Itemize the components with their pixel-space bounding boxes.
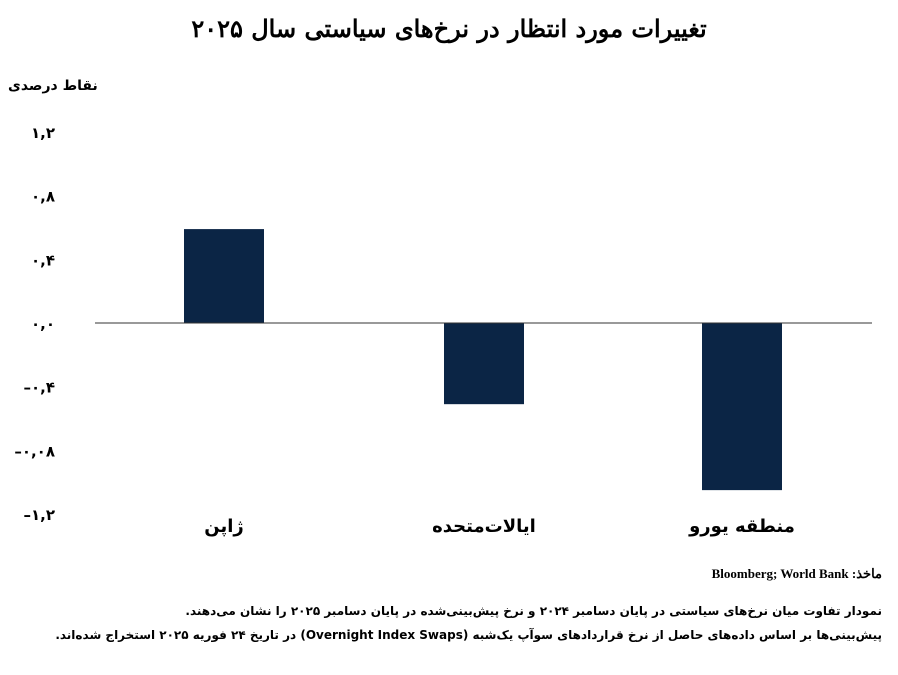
y-tick-label: ۱,۲ bbox=[31, 124, 55, 142]
y-tick-label: ۰,۴ bbox=[31, 251, 55, 269]
y-tick-label: –۱,۲ bbox=[23, 506, 55, 524]
bar bbox=[444, 323, 524, 405]
y-tick-label: –۰,۰۸ bbox=[14, 442, 55, 460]
category-label: ژاپن bbox=[204, 516, 244, 537]
source-note: ماخذ: Bloomberg; World Bank bbox=[711, 566, 882, 581]
footnote-2: پیش‌بینی‌ها بر اساس داده‌های حاصل از نرخ… bbox=[55, 628, 882, 642]
category-label: منطقه یورو bbox=[688, 516, 795, 537]
y-axis-label: نقاط درصدی bbox=[8, 78, 98, 94]
chart-title: تغییرات مورد انتظار در نرخ‌های سیاستی سا… bbox=[191, 14, 707, 43]
bar-chart: ۱,۲ ۰,۸ ۰,۴ ۰,۰ –۰,۴ –۰,۰۸ –۱,۲ ژاپن ایالات‌متحد… bbox=[14, 124, 872, 537]
bar bbox=[184, 229, 264, 323]
y-tick-label: ۰,۸ bbox=[31, 188, 55, 206]
y-tick-label: –۰,۴ bbox=[23, 379, 55, 397]
y-tick-label: ۰,۰ bbox=[31, 315, 55, 333]
footnote-1: نمودار تفاوت میان نرخ‌های سیاستی در پایا… bbox=[185, 604, 882, 618]
bar bbox=[702, 323, 782, 491]
category-label: ایالات‌متحده bbox=[432, 516, 536, 537]
